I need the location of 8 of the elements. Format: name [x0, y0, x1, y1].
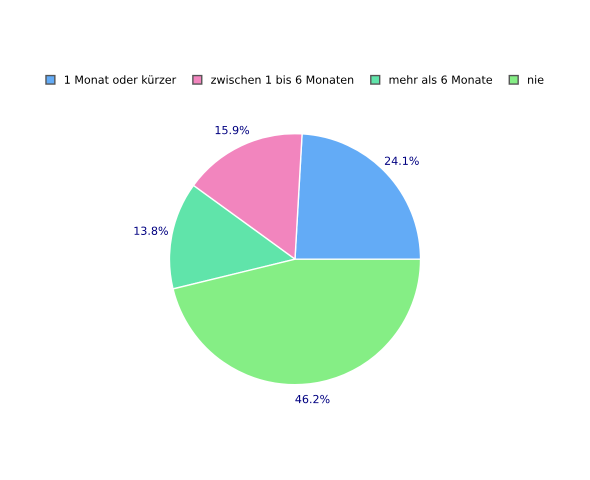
data-label: 46.2% — [295, 394, 330, 404]
legend-label: zwischen 1 bis 6 Monaten — [211, 75, 354, 84]
data-label: 24.1% — [384, 156, 419, 165]
data-label: 15.9% — [216, 126, 250, 134]
legend-label: 1 Monat oder kürzer — [64, 75, 176, 84]
legend-label: nie — [528, 75, 544, 84]
legend-label: mehr als 6 Monate — [390, 75, 492, 84]
data-label: 13.8% — [134, 226, 168, 235]
